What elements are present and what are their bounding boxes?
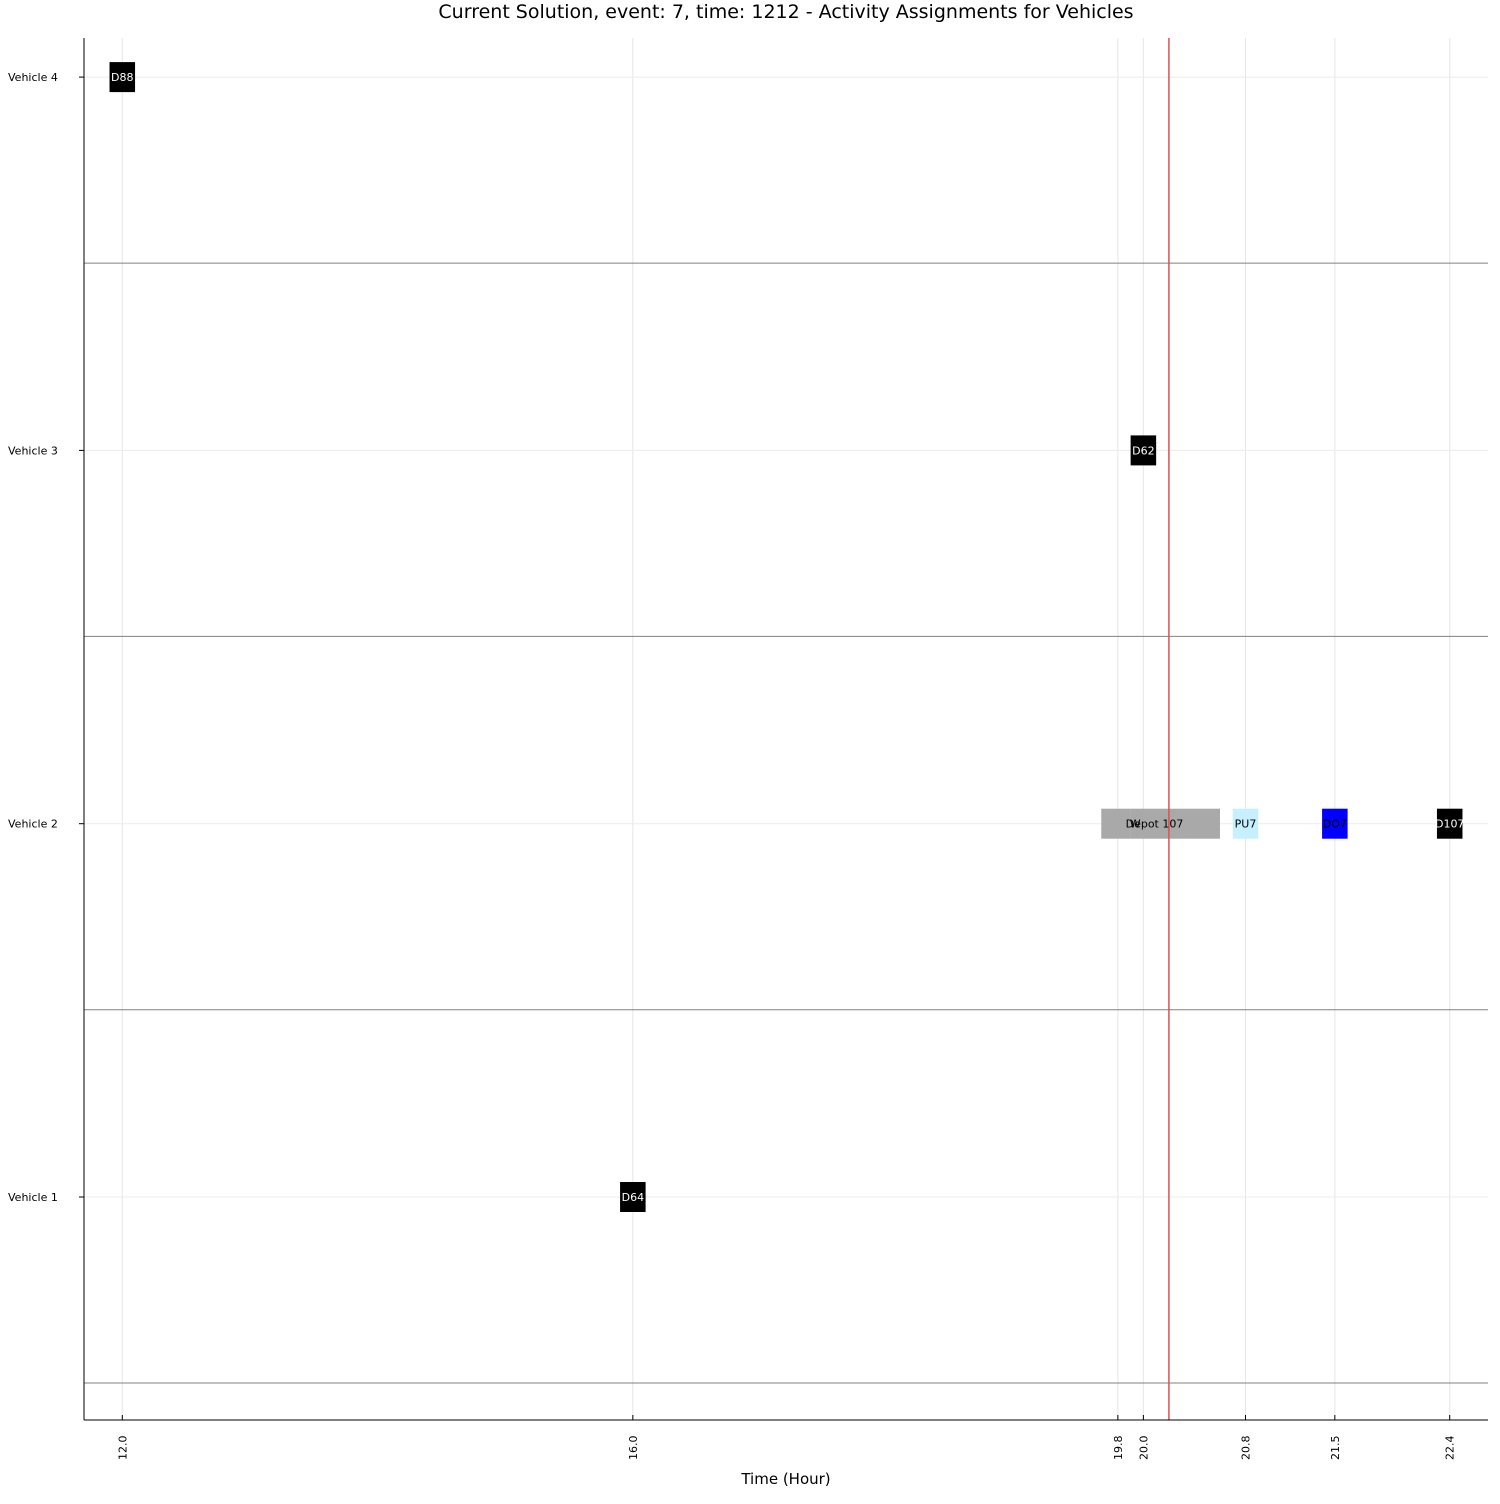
activity-label-w: W [1130, 818, 1141, 831]
activity-bar-do7 [1322, 808, 1348, 839]
x-tick-label: 12.0 [116, 1436, 129, 1461]
activity-bar-d107 [1436, 808, 1463, 839]
x-tick-label: 20.0 [1137, 1436, 1150, 1461]
activity-bars [109, 38, 1463, 1420]
activity-label-depot-107: Depot 107 [1126, 818, 1184, 831]
activity-bar-pu7 [1232, 808, 1259, 839]
activity-bar-d64 [620, 1182, 646, 1212]
x-tick-label: 22.4 [1444, 1436, 1457, 1461]
activity-label-do7: DO7 [1323, 818, 1347, 831]
y-tick-label: Vehicle 1 [8, 1191, 58, 1204]
activity-bar-depot-107 [1130, 808, 1220, 839]
activity-label-d88: D88 [111, 71, 133, 84]
activity-label-d107: D107 [1435, 818, 1464, 831]
axis-layer: Vehicle 1 Vehicle 2 Vehicle 3 Vehicle 4 12.0… [8, 38, 1488, 1460]
grid-layer [84, 38, 1488, 1420]
activity-label-d62: D62 [1132, 444, 1154, 457]
activity-bar-d62 [1130, 435, 1157, 466]
chart-title: Current Solution, event: 7, time: 1212 -… [438, 1, 1133, 23]
activity-bar-d88 [109, 62, 136, 93]
x-tick-label: 19.8 [1112, 1436, 1125, 1461]
x-tick-label: 21.5 [1329, 1436, 1342, 1461]
x-tick-label: 20.8 [1239, 1436, 1252, 1461]
activity-bar-w [1101, 808, 1131, 839]
x-tick-label: 16.0 [627, 1436, 640, 1461]
y-tick-label: Vehicle 2 [8, 818, 58, 831]
activity-label-pu7: PU7 [1235, 818, 1257, 831]
separator-layer [84, 262, 1488, 1384]
y-tick-label: Vehicle 4 [8, 71, 58, 84]
y-tick-label: Vehicle 3 [8, 444, 58, 457]
x-axis-label: Time (Hour) [740, 1470, 830, 1488]
activity-label-d64: D64 [622, 1191, 644, 1204]
